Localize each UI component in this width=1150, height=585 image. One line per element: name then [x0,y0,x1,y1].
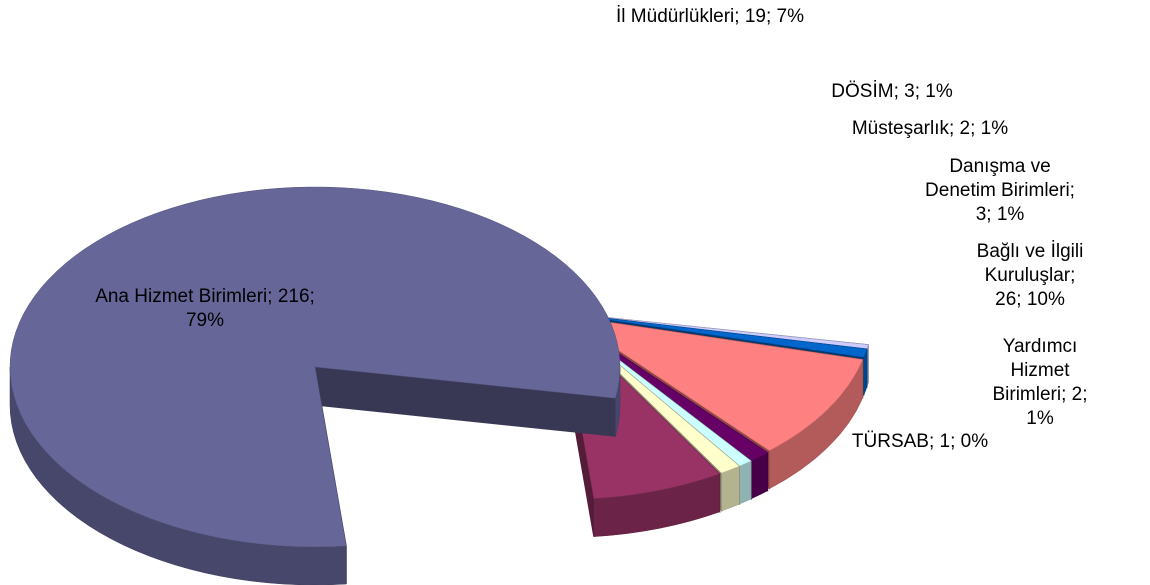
slice [566,315,864,451]
data-label: Bağlı ve İlgili Kuruluşlar; 26; 10% [976,241,1084,310]
data-label: Müsteşarlık; 2; 1% [851,118,1009,139]
slice-side [721,465,740,512]
data-label: İl Müdürlükleri; 19; 7% [616,6,804,27]
data-label: Danışma ve Denetim Birimleri; 3; 1% [925,156,1075,225]
data-label: DÖSİM; 3; 1% [831,81,953,102]
data-label: Ana Hizmet Birimleri; 216; 79% [95,286,315,331]
slice-side [739,460,752,505]
slice [9,186,621,548]
data-label: Yardımcı Hizmet Birimleri; 2; 1% [992,336,1088,429]
data-label: TÜRSAB; 1; 0% [851,431,989,452]
slice [567,313,868,358]
